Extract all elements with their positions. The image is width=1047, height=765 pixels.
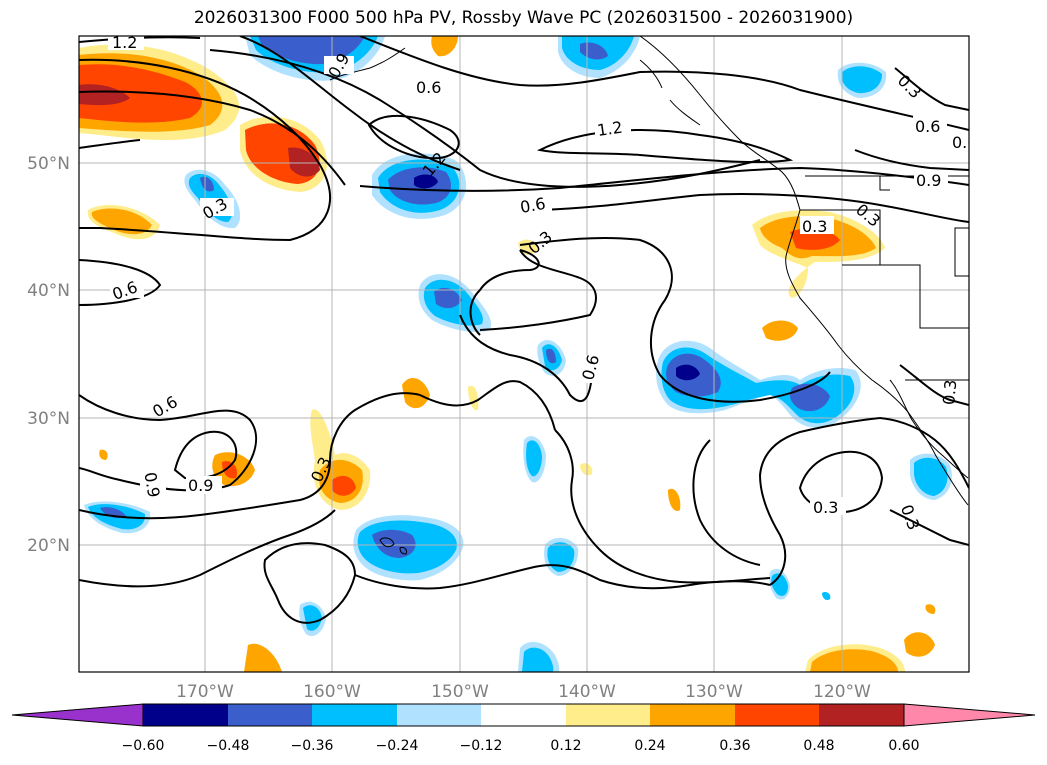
anomaly-patch (303, 605, 322, 631)
anomaly-patch (914, 457, 948, 496)
colorbar-ticks: −0.60 −0.48 −0.36 −0.24 −0.12 0.12 0.24 … (122, 738, 920, 754)
lat-label: 40°N (27, 281, 70, 301)
anomaly-patch (580, 463, 593, 476)
anomaly-patch (676, 364, 700, 381)
contour-label: 0.3 (802, 217, 827, 236)
anomaly-patch (526, 440, 542, 477)
anomaly-patch (91, 208, 152, 235)
contour-label: 0.3 (939, 379, 960, 406)
anomaly-patch (771, 573, 788, 596)
anomaly-patch (925, 604, 936, 614)
anomaly-patch (668, 488, 681, 511)
lon-label: 160°W (303, 682, 361, 702)
contour-label: 0.3 (813, 498, 838, 517)
anomaly-patch (546, 348, 556, 364)
contour-label: 0.6 (416, 78, 441, 97)
anomaly-patch (100, 507, 126, 518)
colorbar-extend-low (11, 703, 144, 727)
anomaly-patch (402, 377, 430, 409)
contour-label: 0.3 (894, 71, 925, 102)
anomaly-patch (222, 461, 238, 479)
map-frame (78, 35, 970, 673)
colorbar-tick-label: −0.48 (207, 738, 250, 754)
colorbar-segment (397, 704, 481, 726)
contour-label: 0.6 (915, 117, 940, 136)
lon-label: 170°W (176, 682, 234, 702)
lat-label: 50°N (27, 154, 70, 174)
anomaly-patch (841, 66, 882, 94)
lon-label: 140°W (558, 682, 616, 702)
anomaly-patch (332, 475, 356, 496)
contour-label: 0.9 (916, 171, 941, 190)
anomaly-patch (522, 647, 554, 672)
negative-pv-anomalies (84, 36, 952, 672)
graticule (79, 36, 969, 672)
latitude-labels: 50°N 40°N 30°N 20°N (27, 154, 70, 556)
colorbar-tick-label: 0.48 (803, 738, 834, 754)
contour-label: 0.6 (952, 133, 977, 152)
lon-label: 120°W (813, 682, 871, 702)
colorbar-segment (650, 704, 735, 726)
anomaly-patch (468, 385, 479, 411)
colorbar-segment (566, 704, 650, 726)
colorbar-extend-high (903, 703, 1036, 727)
longitude-labels: 170°W 160°W 150°W 140°W 130°W 120°W (176, 682, 871, 702)
anomaly-patch (762, 320, 798, 341)
lon-label: 150°W (431, 682, 489, 702)
anomaly-patch (79, 84, 130, 106)
colorbar-tick-label: 0.60 (888, 738, 919, 754)
colorbar-tick-label: −0.60 (122, 738, 165, 754)
colorbar-outline (142, 703, 905, 727)
lat-label: 30°N (27, 409, 70, 429)
colorbar-segment (481, 704, 566, 726)
colorbar-segment (312, 704, 397, 726)
contour-label: 1.2 (112, 33, 137, 52)
anomaly-patch (288, 147, 320, 177)
colorbar-tick-label: 0.36 (719, 738, 750, 754)
anomaly-patch (810, 649, 898, 672)
map-area: 1.2 0.9 0.6 1.2 0.3 0.6 0.9 0.3 0.6 0.3 … (79, 33, 977, 672)
contour-label: 0.3 (897, 502, 924, 532)
contour-label: 0.9 (140, 471, 163, 499)
colorbar: −0.60 −0.48 −0.36 −0.24 −0.12 0.12 0.24 … (11, 703, 1036, 754)
anomaly-patch (99, 449, 108, 460)
contour-label: 1.2 (596, 118, 624, 140)
colorbar-segment (819, 704, 904, 726)
colorbar-tick-label: −0.24 (376, 738, 419, 754)
contour-label: 0.9 (188, 476, 213, 495)
contour-label: 0.6 (519, 194, 547, 217)
anomaly-patch (200, 176, 214, 192)
anomaly-patch (822, 591, 831, 601)
colorbar-tick-label: −0.36 (291, 738, 334, 754)
colorbar-tick-label: 0.12 (550, 738, 581, 754)
lat-label: 20°N (27, 536, 70, 556)
colorbar-segment (143, 704, 228, 726)
pv-contours (79, 36, 969, 624)
colorbar-tick-label: 0.24 (634, 738, 665, 754)
colorbar-tick-label: −0.12 (460, 738, 503, 754)
anomaly-patch (434, 287, 462, 309)
colorbar-segment (735, 704, 819, 726)
anomaly-patch (414, 174, 438, 189)
anomaly-patch (904, 632, 935, 657)
colorbar-segment (228, 704, 312, 726)
coastline (329, 36, 969, 555)
anomaly-patch (431, 36, 458, 57)
anomaly-patch (244, 643, 282, 672)
map-title: 2026031300 F000 500 hPa PV, Rossby Wave … (193, 8, 854, 28)
lon-label: 130°W (685, 682, 743, 702)
